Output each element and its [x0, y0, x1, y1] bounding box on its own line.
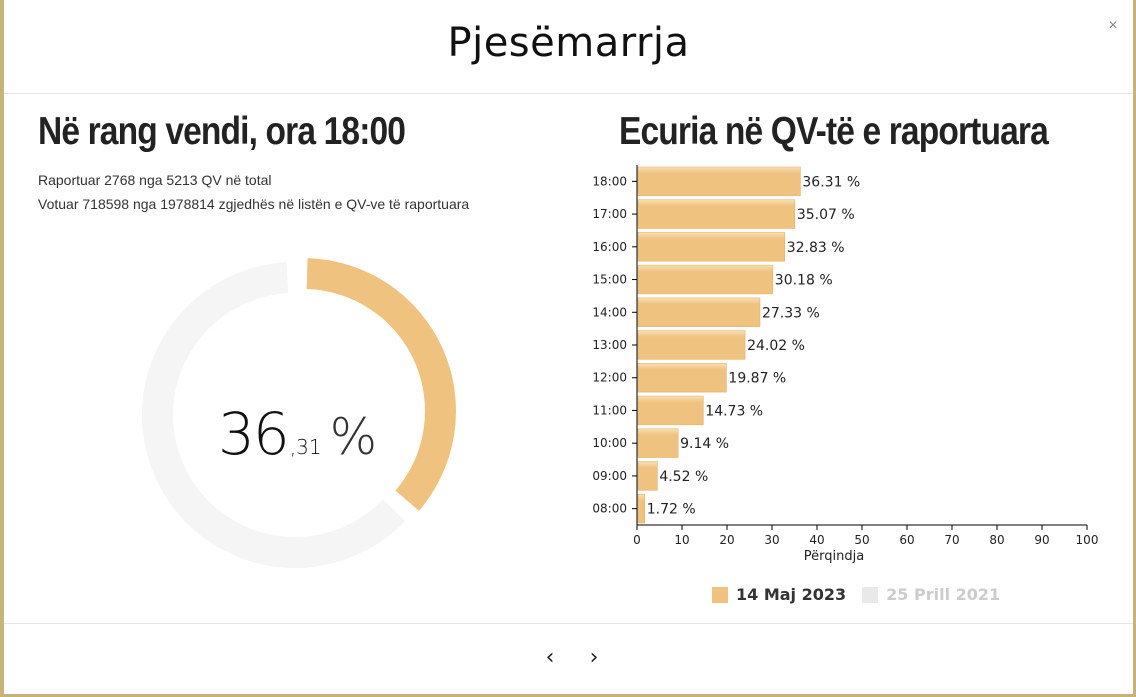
y-tick-label: 17:00 [592, 207, 627, 221]
legend-label-2023: 14 Maj 2023 [736, 585, 847, 604]
frame-edge-right [1133, 0, 1136, 697]
progress-title: Ecuria në QV-të e raportuara [619, 110, 1049, 153]
x-tick-label: 80 [989, 533, 1004, 547]
frame-edge-bottom [0, 694, 1136, 697]
y-tick-label: 08:00 [592, 502, 627, 516]
data-label: 30.18 % [775, 273, 833, 289]
x-tick-label: 60 [899, 533, 914, 547]
y-tick-label: 10:00 [592, 436, 627, 450]
gauge-value: 36,31% [218, 400, 377, 468]
bar-18:00[interactable] [637, 166, 801, 197]
turnout-gauge [130, 250, 460, 580]
chart-legend: 14 Maj 2023 25 Prill 2021 [712, 585, 1000, 604]
y-tick-label: 14:00 [592, 305, 627, 319]
data-label: 27.33 % [762, 305, 820, 321]
turnout-bar-chart: 18:00 36.31 % 17:00 35.07 % 16:00 32.83 % 15:0… [592, 165, 1099, 564]
x-tick-label: 50 [854, 533, 869, 547]
bar-09:00[interactable] [637, 461, 658, 491]
data-label: 9.14 % [680, 436, 729, 452]
gauge-svg [142, 258, 456, 568]
frame-edge-left [0, 0, 4, 697]
x-tick-label: 10 [674, 533, 689, 547]
bar-08:00[interactable] [637, 493, 646, 524]
x-tick-label: 20 [719, 533, 734, 547]
bar-10:00[interactable] [637, 428, 679, 458]
bar-12:00[interactable] [637, 363, 727, 393]
legend-swatch-2021 [862, 586, 879, 603]
national-title: Në rang vendi, ora 18:00 [38, 110, 406, 153]
y-tick-label: 12:00 [592, 371, 627, 385]
data-label: 32.83 % [787, 240, 845, 256]
gauge-value-arc-group [306, 258, 456, 511]
data-label: 24.02 % [747, 338, 805, 354]
x-tick-label: 90 [1034, 533, 1049, 547]
bar-13:00[interactable] [637, 330, 746, 360]
bar-17:00[interactable] [637, 199, 796, 229]
modal-header: Pjesëmarrja × [4, 0, 1133, 94]
x-axis-label: Përqindja [804, 549, 864, 564]
y-tick-label: 11:00 [592, 403, 627, 417]
bar-14:00[interactable] [637, 297, 761, 327]
bar-16:00[interactable] [637, 232, 786, 262]
data-label: 14.73 % [705, 403, 763, 419]
legend-swatch-2023 [712, 586, 728, 603]
data-label: 4.52 % [659, 469, 708, 485]
gauge-track [142, 262, 406, 568]
x-tick-label: 40 [809, 533, 824, 547]
data-label: 1.72 % [647, 502, 696, 518]
bar-15:00[interactable] [637, 264, 774, 295]
legend-label-2021: 25 Prill 2021 [886, 585, 1001, 604]
legend-item-2023[interactable]: 14 Maj 2023 [712, 585, 846, 604]
y-tick-label: 13:00 [592, 338, 627, 352]
close-icon[interactable]: × [1108, 17, 1118, 34]
reported-stations-text: Raportuar 2768 nga 5213 QV në total [38, 172, 272, 188]
prev-button[interactable]: ‹ [545, 645, 555, 670]
y-tick-label: 16:00 [592, 240, 627, 254]
y-tick-label: 15:00 [592, 273, 627, 287]
x-tick-label: 0 [633, 533, 641, 547]
modal-title: Pjesëmarrja [447, 20, 690, 66]
data-label: 36.31 % [802, 174, 860, 190]
gauge-value-int: 36 [218, 400, 290, 468]
legend-item-2021[interactable]: 25 Prill 2021 [862, 585, 1000, 604]
gauge-value-arc [306, 258, 456, 511]
x-tick-label: 30 [764, 533, 779, 547]
y-tick-label: 18:00 [592, 174, 627, 188]
gauge-percent-sign: % [329, 408, 378, 466]
y-tick-label: 09:00 [592, 469, 627, 483]
data-label: 19.87 % [728, 371, 786, 387]
x-tick-label: 70 [944, 533, 959, 547]
data-label: 35.07 % [797, 207, 855, 223]
voters-text: Votuar 718598 nga 1978814 zgjedhës në li… [38, 196, 470, 212]
x-tick-label: 100 [1076, 533, 1099, 547]
gauge-value-dec: ,31 [289, 435, 322, 459]
footer-separator [4, 623, 1133, 624]
bar-11:00[interactable] [637, 395, 704, 426]
next-button[interactable]: › [589, 645, 599, 670]
